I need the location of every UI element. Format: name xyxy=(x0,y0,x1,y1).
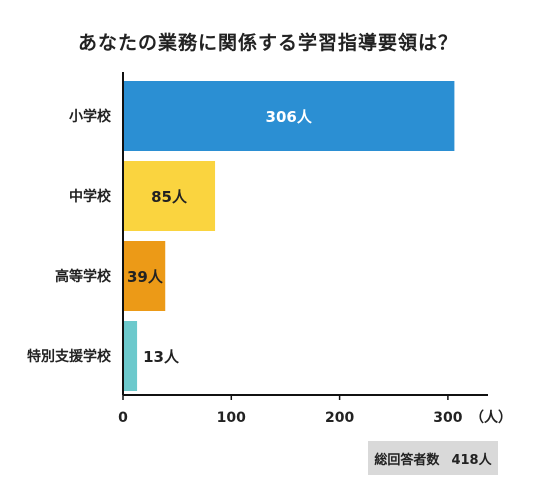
data-label-3: 13人 xyxy=(143,348,180,366)
bar-1 xyxy=(123,161,216,231)
bar-3 xyxy=(123,321,138,391)
chart-title: あなたの業務に関係する学習指導要領は？ xyxy=(77,32,458,54)
x-tick-label-0: 0 xyxy=(118,410,128,426)
category-label-1: 中学校 xyxy=(69,188,112,205)
x-tick-label-1: 100 xyxy=(217,410,246,426)
total-respondents-value: 418人 xyxy=(451,452,492,468)
category-label-3: 特別支援学校 xyxy=(27,348,112,365)
total-respondents-box: 総回答者数 418人 xyxy=(368,441,498,475)
x-tick-label-3: 300 xyxy=(433,410,462,426)
data-label-1: 85人 xyxy=(151,188,188,206)
axis-layer: 0 100 200 300 （人） xyxy=(118,72,512,426)
category-label-0: 小学校 xyxy=(69,108,112,125)
bar-0 xyxy=(123,81,455,151)
total-respondents-label: 総回答者数 xyxy=(374,452,440,468)
x-tick-label-2: 200 xyxy=(325,410,354,426)
data-label-0: 306人 xyxy=(266,108,313,126)
bars-layer xyxy=(123,81,455,391)
x-unit-label: （人） xyxy=(470,409,512,426)
data-label-2: 39人 xyxy=(127,268,164,286)
category-label-2: 高等学校 xyxy=(55,268,112,285)
bar-2 xyxy=(123,241,166,311)
